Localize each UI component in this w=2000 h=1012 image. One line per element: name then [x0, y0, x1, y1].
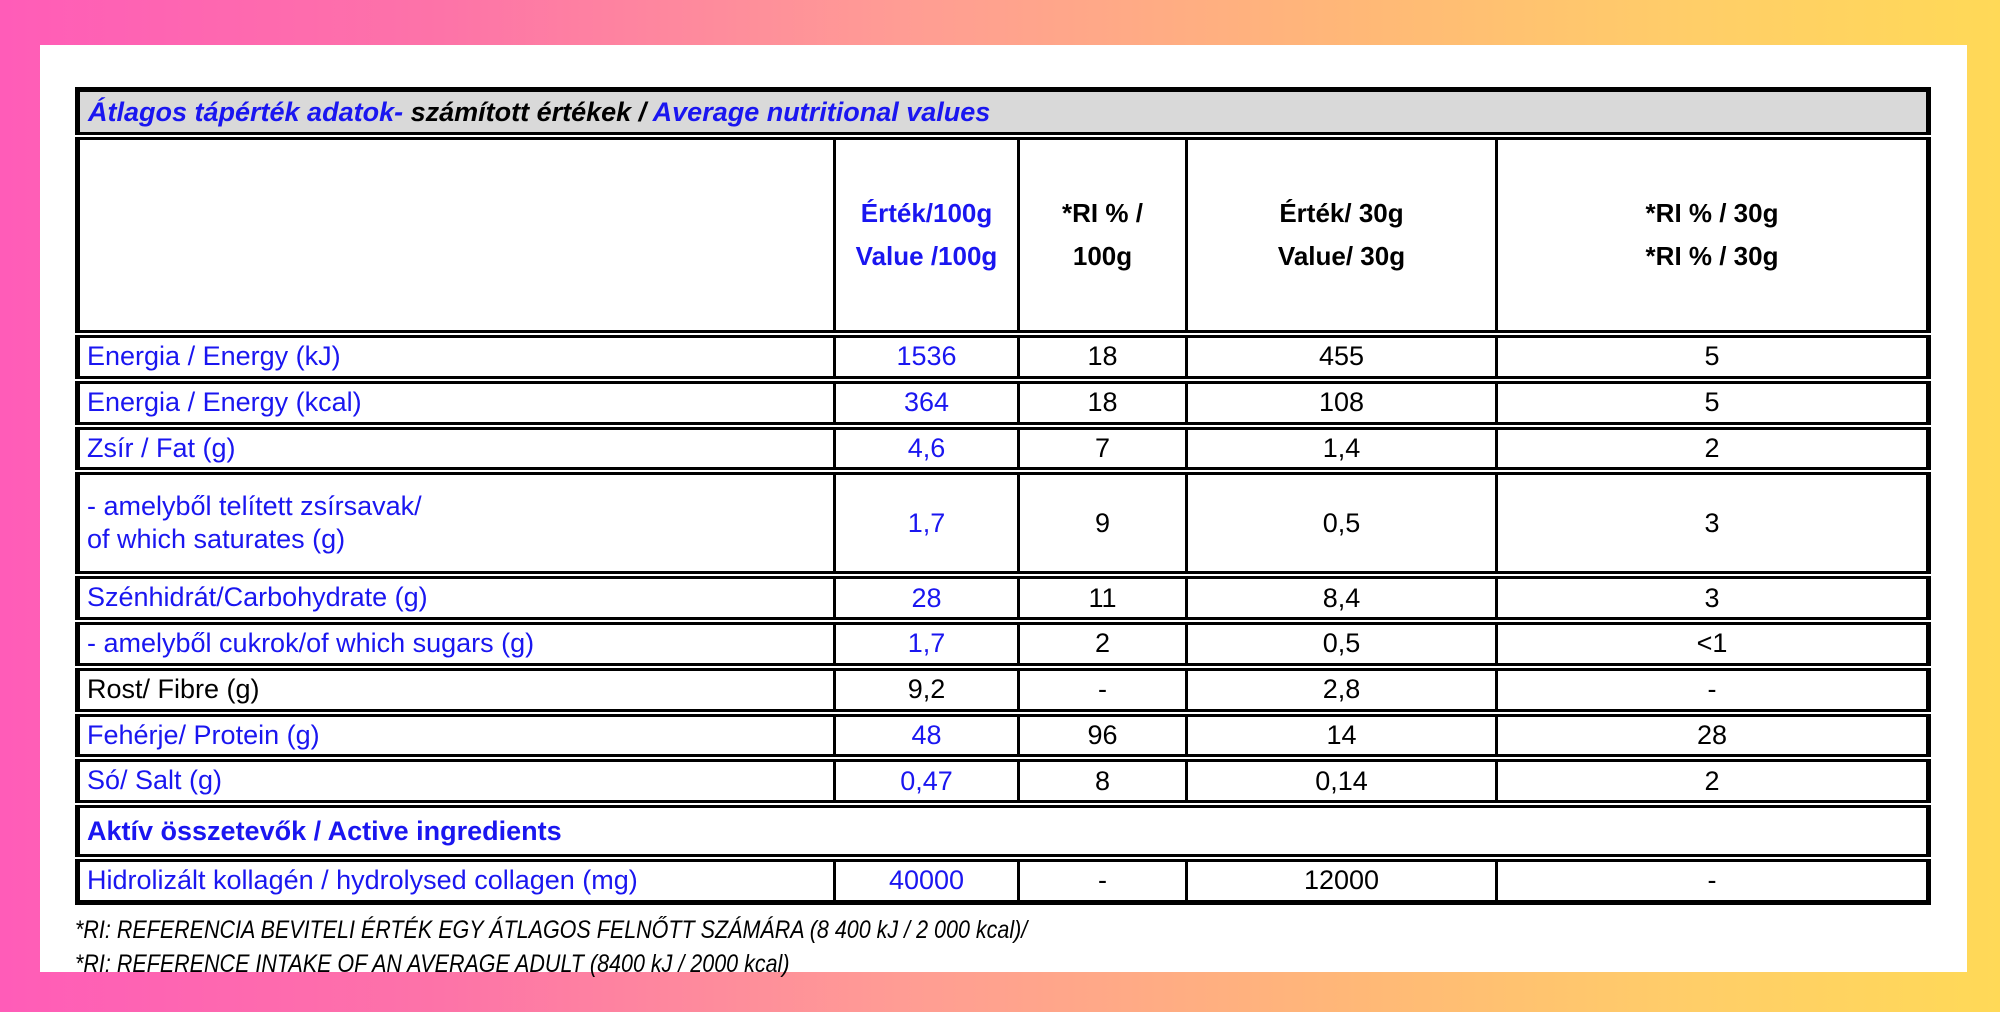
value-30g: 1,4 — [1186, 425, 1498, 476]
ri-100g: - — [1018, 666, 1188, 717]
title-hungarian: Átlagos tápérték adatok- — [88, 96, 404, 127]
reference-intake-footnote: *RI: REFERENCIA BEVITELI ÉRTÉK EGY ÁTLAG… — [75, 913, 1671, 982]
ri-30g: 28 — [1496, 712, 1929, 763]
row-label: Szénhidrát/Carbohydrate (g) — [77, 575, 836, 625]
row-label-line2: of which saturates (g) — [87, 524, 346, 555]
table-row-protein: Fehérje/ Protein (g) 48 96 14 28 — [77, 712, 1929, 763]
title-english: Average nutritional values — [652, 96, 991, 127]
table-row-fibre: Rost/ Fibre (g) 9,2 - 2,8 - — [77, 666, 1929, 717]
active-ingredients-heading: Aktív összetevők / Active ingredients — [77, 804, 1929, 862]
header-ri-30g-line2: *RI % / 30g — [1645, 241, 1779, 271]
value-100g: 0,47 — [834, 758, 1020, 808]
ri-30g: - — [1707, 865, 1717, 896]
header-value-30g-line1: Érték/ 30g — [1279, 198, 1404, 229]
ri-30g: 2 — [1496, 425, 1929, 476]
ri-30g: 2 — [1496, 758, 1929, 808]
header-value-30g-line2: Value/ 30g — [1277, 241, 1406, 271]
nutrition-table-wrapper: Átlagos tápérték adatok- számított érték… — [75, 87, 1932, 982]
value-30g: 14 — [1186, 712, 1498, 763]
title-middle: számított értékek / — [403, 96, 653, 127]
active-ingredients-section-row: Aktív összetevők / Active ingredients — [77, 804, 1929, 862]
nutrition-table: Átlagos tápérték adatok- számított érték… — [75, 87, 1932, 905]
ri-100g: 7 — [1018, 425, 1188, 476]
header-ri-30g: *RI % / 30g *RI % / 30g — [1496, 136, 1929, 338]
ri-100g: 8 — [1018, 758, 1188, 808]
ri-30g: 3 — [1496, 471, 1929, 580]
ri-30g: 3 — [1496, 575, 1929, 625]
row-label: Hidrolizált kollagén / hydrolysed collag… — [77, 858, 836, 903]
value-100g: 364 — [834, 379, 1020, 430]
ri-30g: 5 — [1496, 379, 1929, 430]
ri-100g: - — [1018, 858, 1188, 903]
header-ri-100g-line2: 100g — [1072, 241, 1133, 271]
ri-100g: 11 — [1018, 575, 1188, 625]
header-ri-100g-line1: *RI % / — [1062, 198, 1143, 229]
value-100g: 1536 — [834, 334, 1020, 384]
row-label: Só/ Salt (g) — [77, 758, 836, 808]
ri-100g: 18 — [1018, 379, 1188, 430]
header-value-100g-line2: Value /100g — [855, 241, 998, 271]
row-label: - amelyből cukrok/of which sugars (g) — [77, 621, 836, 671]
row-label: - amelyből telített zsírsavak/ of which … — [77, 471, 836, 580]
table-row-energy-kj: Energia / Energy (kJ) 1536 18 455 5 — [77, 334, 1929, 384]
value-100g: 48 — [834, 712, 1020, 763]
header-ri-100g: *RI % / 100g — [1018, 136, 1188, 338]
footnote-hungarian: *RI: REFERENCIA BEVITELI ÉRTÉK EGY ÁTLAG… — [75, 915, 1028, 944]
ri-100g: 96 — [1018, 712, 1188, 763]
ri-100g: 9 — [1018, 471, 1188, 580]
table-row-fat: Zsír / Fat (g) 4,6 7 1,4 2 — [77, 425, 1929, 476]
value-100g: 1,7 — [834, 621, 1020, 671]
value-30g: 8,4 — [1186, 575, 1498, 625]
table-row-carbohydrate: Szénhidrát/Carbohydrate (g) 28 11 8,4 3 — [77, 575, 1929, 625]
table-title-row: Átlagos tápérték adatok- számított érték… — [77, 89, 1929, 140]
header-empty-cell — [77, 136, 836, 338]
row-label-line1: - amelyből telített zsírsavak/ — [87, 490, 422, 521]
footnote-english: *RI: REFERENCE INTAKE OF AN AVERAGE ADUL… — [75, 950, 790, 979]
value-30g: 2,8 — [1186, 666, 1498, 717]
value-100g: 1,7 — [834, 471, 1020, 580]
value-30g: 0,5 — [1186, 471, 1498, 580]
value-30g: 108 — [1186, 379, 1498, 430]
ri-100g: 2 — [1018, 621, 1188, 671]
table-title: Átlagos tápérték adatok- számított érték… — [77, 89, 1929, 140]
ri-30g: 5 — [1496, 334, 1929, 384]
ri-100g: 18 — [1018, 334, 1188, 384]
row-label: Fehérje/ Protein (g) — [77, 712, 836, 763]
value-30g: 0,5 — [1186, 621, 1498, 671]
row-label: Energia / Energy (kcal) — [77, 379, 836, 430]
row-label: Zsír / Fat (g) — [77, 425, 836, 476]
table-row-salt: Só/ Salt (g) 0,47 8 0,14 2 — [77, 758, 1929, 808]
column-header-row: Érték/100g Value /100g *RI % / 100g Érté… — [77, 136, 1929, 338]
table-row-saturates: - amelyből telített zsírsavak/ of which … — [77, 471, 1929, 580]
value-100g: 40000 — [834, 858, 1020, 903]
value-100g: 4,6 — [834, 425, 1020, 476]
ri-30g: - — [1496, 666, 1929, 717]
ri-30g: <1 — [1496, 621, 1929, 671]
header-value-100g: Érték/100g Value /100g — [834, 136, 1020, 338]
row-label: Energia / Energy (kJ) — [77, 334, 836, 384]
table-row-sugars: - amelyből cukrok/of which sugars (g) 1,… — [77, 621, 1929, 671]
value-100g: 9,2 — [834, 666, 1020, 717]
document-page: Átlagos tápérték adatok- számított érték… — [40, 45, 1967, 978]
value-30g: 0,14 — [1186, 758, 1498, 808]
value-30g: 12000 — [1186, 858, 1498, 903]
header-value-100g-line1: Érték/100g — [860, 198, 993, 229]
row-label: Rost/ Fibre (g) — [77, 666, 836, 717]
value-100g: 28 — [834, 575, 1020, 625]
table-row-energy-kcal: Energia / Energy (kcal) 364 18 108 5 — [77, 379, 1929, 430]
value-30g: 455 — [1186, 334, 1498, 384]
header-value-30g: Érték/ 30g Value/ 30g — [1186, 136, 1498, 338]
table-row-collagen: Hidrolizált kollagén / hydrolysed collag… — [77, 858, 1929, 903]
header-ri-30g-line1: *RI % / 30g — [1645, 198, 1779, 229]
